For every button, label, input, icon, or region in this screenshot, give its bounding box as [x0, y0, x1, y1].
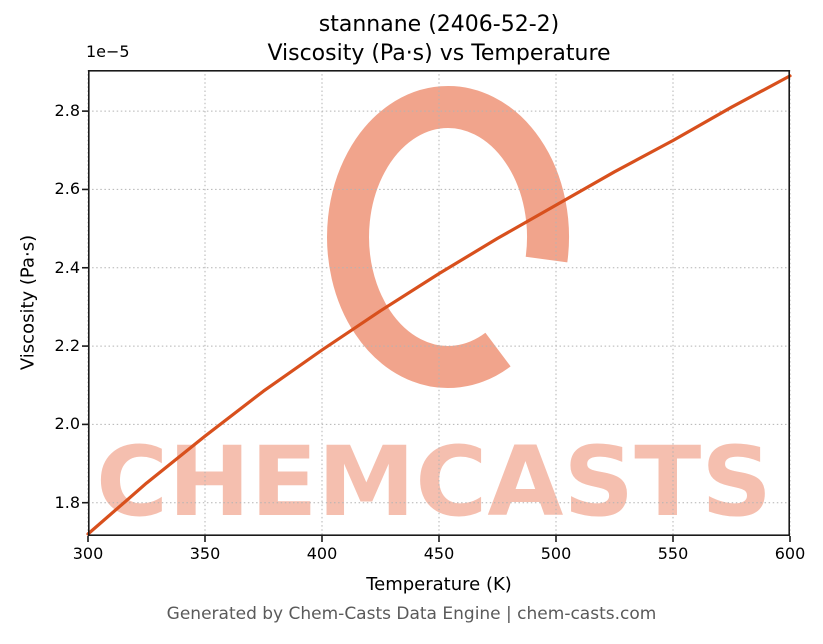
chemcasts-watermark-text: CHEMCASTS [96, 426, 772, 538]
footer-text: Generated by Chem-Casts Data Engine | ch… [166, 604, 657, 624]
axes-spines [88, 70, 791, 536]
y-tick-label: 2.6 [54, 179, 80, 199]
x-tick-label: 450 [423, 544, 455, 563]
x-tick-label: 300 [72, 544, 104, 563]
chart-title: stannane (2406-52-2) Viscosity (Pa·s) vs… [88, 10, 790, 68]
y-tick-label: 2.8 [54, 101, 80, 121]
x-tick-label: 550 [657, 544, 689, 563]
x-tick-label: 350 [189, 544, 221, 563]
y-tick-label: 2.0 [54, 414, 80, 434]
y-tick-label: 1.8 [54, 492, 80, 512]
chart-canvas [82, 70, 792, 542]
chart-title-line1: stannane (2406-52-2) [318, 12, 560, 37]
y-tick-label: 2.4 [54, 257, 80, 277]
viscosity-curve [86, 74, 792, 536]
x-tick-label: 500 [540, 544, 572, 563]
x-tick-label: 400 [306, 544, 338, 563]
chart-title-line2: Viscosity (Pa·s) vs Temperature [267, 41, 611, 66]
y-tick-label: 2.2 [54, 336, 80, 356]
x-tick-label: 600 [774, 544, 806, 563]
plot-area: CHEMCASTS [82, 70, 792, 542]
chemcasts-logo-watermark-icon [327, 86, 569, 388]
x-axis-label: Temperature (K) [366, 574, 512, 595]
y-axis-offset-text: 1e−5 [86, 42, 130, 61]
watermark-layer: CHEMCASTS [96, 86, 772, 538]
